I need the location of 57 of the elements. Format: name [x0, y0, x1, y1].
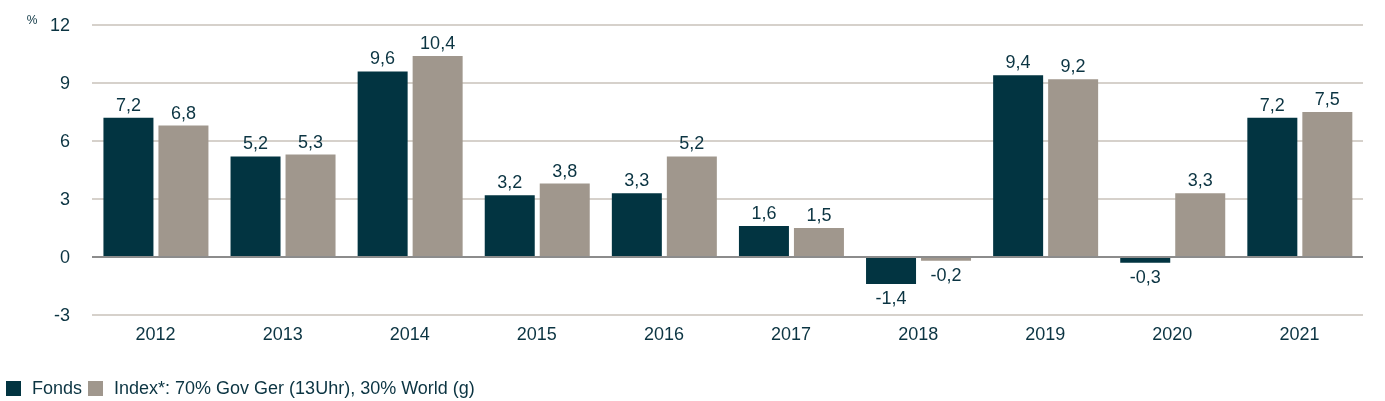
x-tick-label: 2018 [898, 323, 939, 344]
bar [1175, 193, 1226, 257]
bar [611, 193, 662, 257]
data-label: 3,2 [497, 172, 523, 193]
data-label: 3,3 [624, 170, 650, 191]
bar [738, 226, 789, 257]
data-label: 7,5 [1314, 89, 1340, 109]
data-label: 3,3 [1187, 170, 1213, 191]
data-label: 5,2 [679, 133, 705, 154]
bar [993, 75, 1044, 257]
legend-label: Fonds [32, 378, 83, 399]
bar [1048, 79, 1099, 257]
x-tick-label: 2019 [1025, 323, 1066, 344]
x-tick-label: 2020 [1152, 323, 1193, 344]
data-label: 9,4 [1005, 52, 1031, 73]
y-tick-label: 9 [59, 73, 70, 94]
bar [103, 117, 154, 257]
data-label: 3,8 [552, 160, 578, 181]
bar [793, 228, 844, 257]
y-tick-label: 0 [59, 247, 70, 268]
y-tick-label: -3 [53, 305, 70, 326]
x-tick-label: 2017 [771, 323, 812, 344]
data-label: 5,3 [298, 131, 324, 152]
bar [539, 183, 590, 257]
data-label: 7,2 [1259, 94, 1285, 115]
data-label: 7,2 [115, 94, 141, 115]
data-label: -0,2 [930, 264, 962, 285]
data-label: 9,2 [1060, 56, 1086, 77]
data-label: 6,8 [170, 102, 196, 123]
bar [412, 55, 463, 257]
y-axis-title: % [26, 13, 38, 27]
x-tick-label: 2012 [135, 323, 176, 344]
x-tick-label: 2013 [262, 323, 303, 344]
x-tick-label: 2014 [389, 323, 430, 344]
data-label: -1,4 [875, 288, 907, 309]
bar [158, 125, 209, 257]
data-label: -0,3 [1129, 266, 1161, 287]
x-tick-label: 2015 [516, 323, 557, 344]
bar [1302, 112, 1353, 257]
bar [866, 257, 917, 285]
y-tick-label: 12 [49, 15, 70, 36]
bar [484, 195, 535, 257]
bar [285, 154, 336, 257]
x-tick-label: 2021 [1279, 323, 1320, 344]
data-label: 1,6 [751, 203, 777, 224]
y-tick-label: 6 [59, 131, 70, 152]
data-label: 1,5 [806, 205, 832, 225]
bar [357, 71, 408, 257]
bar [1247, 117, 1298, 257]
data-label: 10,4 [420, 32, 456, 53]
legend-label: Index*: 70% Gov Ger (13Uhr), 30% World (g) [114, 378, 475, 399]
y-tick-label: 3 [59, 189, 70, 210]
bar [666, 156, 717, 257]
data-label: 9,6 [370, 48, 396, 69]
x-tick-label: 2016 [643, 323, 684, 344]
data-label: 5,2 [243, 133, 269, 154]
bar [230, 156, 281, 257]
